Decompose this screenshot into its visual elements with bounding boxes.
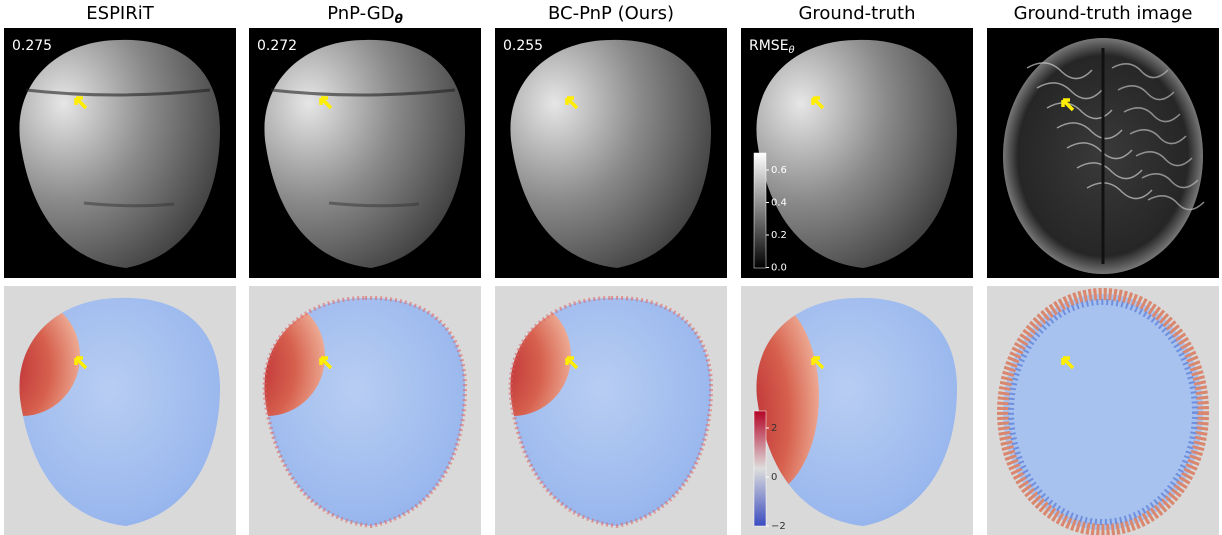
- figure: ESPIRiT0.275PnP-GDθ0.272BC-PnP (Ours)0.2…: [0, 0, 1222, 535]
- title-text: BC-PnP (Ours): [548, 3, 674, 24]
- magnitude-panel: 0.255: [495, 28, 727, 278]
- title-text: Ground-truth: [798, 3, 915, 24]
- column-title: Ground-truth: [798, 3, 915, 24]
- colorbar-tick-label: 0.2: [771, 230, 787, 241]
- colorbar-tick-label: 0.6: [771, 165, 787, 176]
- title-text: Ground-truth image: [1014, 3, 1193, 24]
- score: 0.275: [12, 38, 52, 54]
- score-text: 0.255: [503, 38, 543, 54]
- colorbar-fill: [754, 153, 766, 268]
- column-title: PnP-GDθ: [327, 3, 403, 26]
- score-text: 0.275: [12, 38, 52, 54]
- title-subscript: θ: [395, 12, 403, 26]
- colorbar-tick-label: 0: [771, 472, 777, 483]
- magnitude-panel: 0.275: [4, 28, 236, 278]
- score-text: RMSE: [749, 38, 789, 54]
- magnitude-panel: 0.272: [249, 28, 481, 278]
- phase-panel: [987, 286, 1219, 535]
- column-title: Ground-truth image: [1014, 3, 1193, 24]
- score: RMSEθ: [749, 38, 795, 56]
- phase-panel: [455, 286, 727, 535]
- colorbar-tick-label: 0.4: [771, 198, 787, 209]
- colorbar-fill: [754, 411, 766, 526]
- magnitude-panel: [987, 28, 1219, 278]
- noise-ring: [1003, 294, 1203, 530]
- phase-panel: [0, 286, 236, 535]
- score-text: 0.272: [257, 38, 297, 54]
- title-text: PnP-GD: [327, 3, 394, 24]
- phase-panel: [209, 286, 481, 535]
- title-text: ESPIRiT: [86, 3, 154, 24]
- phase-panel: [703, 286, 973, 535]
- score: 0.272: [257, 38, 297, 54]
- score-subscript: θ: [789, 45, 795, 56]
- score: 0.255: [503, 38, 543, 54]
- column-title: ESPIRiT: [86, 3, 154, 24]
- colorbar-tick-label: 2: [771, 423, 777, 434]
- column-title: BC-PnP (Ours): [548, 3, 674, 24]
- colorbar-tick-label: −2: [771, 521, 786, 532]
- colorbar-tick-label: 0.0: [771, 263, 787, 274]
